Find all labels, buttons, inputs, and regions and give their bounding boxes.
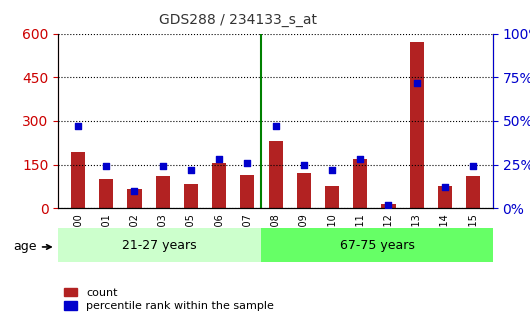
Bar xyxy=(71,152,85,208)
Bar xyxy=(438,186,452,208)
Bar xyxy=(382,204,395,208)
Bar xyxy=(99,179,113,208)
Point xyxy=(356,157,365,162)
Point xyxy=(469,164,478,169)
Bar xyxy=(353,159,367,208)
Point xyxy=(328,167,336,173)
Point xyxy=(412,80,421,85)
FancyBboxPatch shape xyxy=(261,228,493,262)
Bar xyxy=(127,190,142,208)
Bar xyxy=(240,175,254,208)
Point xyxy=(243,160,252,166)
Point xyxy=(215,157,224,162)
Bar xyxy=(466,176,480,208)
Point xyxy=(74,124,82,129)
Point xyxy=(158,164,167,169)
Point xyxy=(440,185,449,190)
Point xyxy=(187,167,195,173)
Bar xyxy=(297,173,311,208)
Bar xyxy=(269,141,282,208)
Point xyxy=(102,164,111,169)
Bar xyxy=(410,42,424,208)
Bar xyxy=(156,176,170,208)
Legend: count, percentile rank within the sample: count, percentile rank within the sample xyxy=(64,288,274,311)
Point xyxy=(271,124,280,129)
Bar xyxy=(212,163,226,208)
Point xyxy=(299,162,308,167)
Bar xyxy=(184,183,198,208)
Bar xyxy=(325,186,339,208)
Point xyxy=(384,202,393,208)
Text: 21-27 years: 21-27 years xyxy=(122,239,197,252)
Text: 67-75 years: 67-75 years xyxy=(340,239,414,252)
Point xyxy=(130,188,139,194)
Text: age: age xyxy=(13,241,37,253)
FancyBboxPatch shape xyxy=(58,228,261,262)
Text: GDS288 / 234133_s_at: GDS288 / 234133_s_at xyxy=(159,13,317,27)
